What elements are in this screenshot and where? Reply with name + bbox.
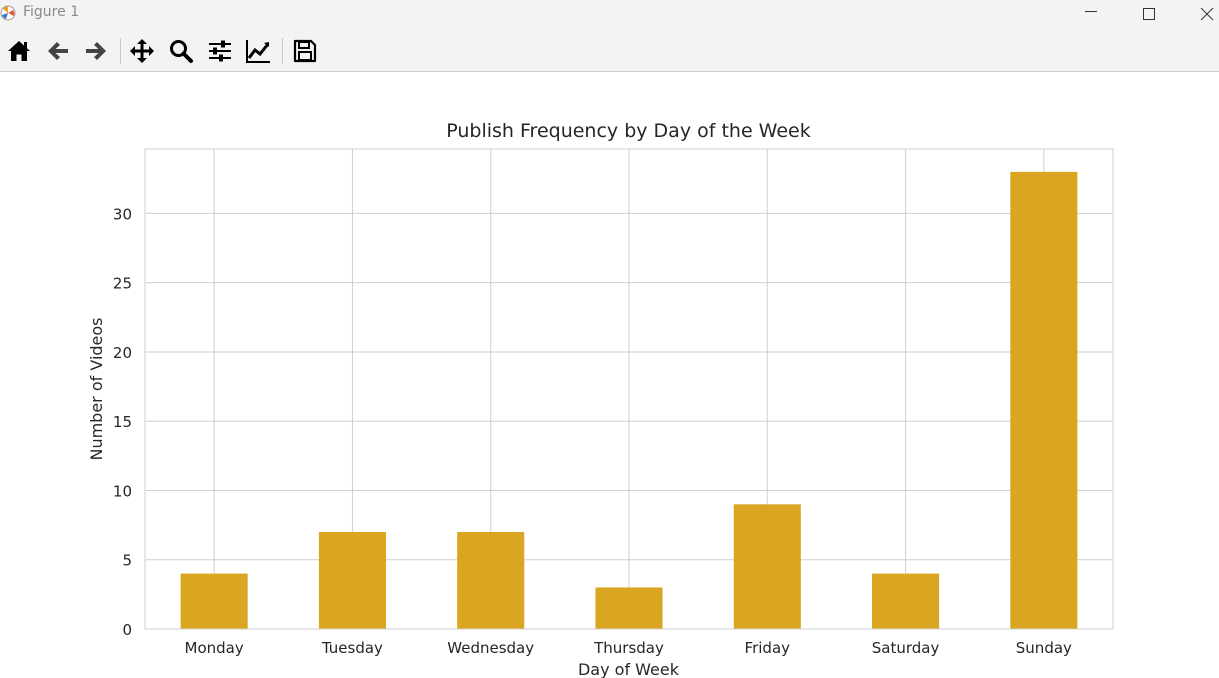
- sliders-icon: [209, 40, 231, 62]
- figure-canvas[interactable]: Publish Frequency by Day of the Week 0 5 1…: [0, 72, 1219, 678]
- zoom-button[interactable]: [166, 36, 196, 66]
- matplotlib-logo-icon: [0, 5, 16, 21]
- edit-axis-button[interactable]: [243, 36, 273, 66]
- bar: [872, 573, 940, 629]
- minimize-button[interactable]: [1068, 0, 1114, 30]
- toolbar-separator: [120, 38, 121, 64]
- close-button[interactable]: [1184, 0, 1219, 30]
- arrow-left-icon: [48, 42, 68, 60]
- bar: [1010, 171, 1078, 629]
- y-tick-label: 10: [113, 482, 132, 500]
- home-button[interactable]: [4, 36, 34, 66]
- window-title: Figure 1: [23, 4, 80, 20]
- back-button[interactable]: [43, 36, 73, 66]
- x-tick-label: Monday: [185, 639, 244, 657]
- x-tick-label: Saturday: [872, 639, 940, 657]
- magnifier-icon: [170, 40, 193, 63]
- bar: [595, 587, 663, 629]
- floppy-disk-icon: [293, 39, 317, 63]
- x-tick-label: Wednesday: [447, 639, 534, 657]
- bar: [733, 504, 801, 629]
- navigation-toolbar: [0, 30, 1219, 72]
- window-titlebar: Figure 1: [0, 0, 1219, 30]
- bars: [180, 171, 1078, 629]
- toolbar-separator: [282, 38, 283, 64]
- x-tick-labels: Monday Tuesday Wednesday Thursday Friday Satu…: [185, 639, 1073, 657]
- y-tick-label: 0: [122, 621, 132, 639]
- x-tick-label: Friday: [745, 639, 791, 657]
- bar: [457, 532, 525, 629]
- x-tick-label: Sunday: [1016, 639, 1072, 657]
- y-tick-labels: 0 5 10 15 20 25 30: [113, 205, 132, 639]
- bar-chart: Publish Frequency by Day of the Week 0 5 1…: [87, 120, 1114, 678]
- home-icon: [8, 41, 30, 61]
- y-axis-label: Number of Videos: [87, 317, 106, 460]
- bar: [180, 573, 248, 629]
- configure-subplots-button[interactable]: [205, 36, 235, 66]
- y-tick-label: 25: [113, 275, 132, 293]
- move-icon: [130, 39, 154, 63]
- chart-title: Publish Frequency by Day of the Week: [446, 120, 811, 142]
- bar: [318, 532, 386, 629]
- x-axis-label: Day of Week: [578, 660, 680, 678]
- maximize-icon: [1143, 8, 1155, 20]
- minimize-icon: [1085, 11, 1097, 12]
- close-icon: [1200, 8, 1214, 21]
- x-tick-label: Tuesday: [321, 639, 383, 657]
- axes-frame: [144, 148, 1114, 630]
- save-button[interactable]: [290, 36, 320, 66]
- y-tick-label: 20: [113, 344, 132, 362]
- y-tick-label: 5: [122, 552, 132, 570]
- maximize-button[interactable]: [1126, 0, 1172, 30]
- x-tick-label: Thursday: [593, 639, 664, 657]
- y-tick-label: 15: [113, 413, 132, 431]
- line-chart-icon: [246, 40, 270, 63]
- y-tick-label: 30: [113, 205, 132, 223]
- forward-button[interactable]: [81, 36, 111, 66]
- gridlines: [145, 149, 1113, 630]
- arrow-right-icon: [86, 42, 106, 60]
- pan-button[interactable]: [127, 36, 157, 66]
